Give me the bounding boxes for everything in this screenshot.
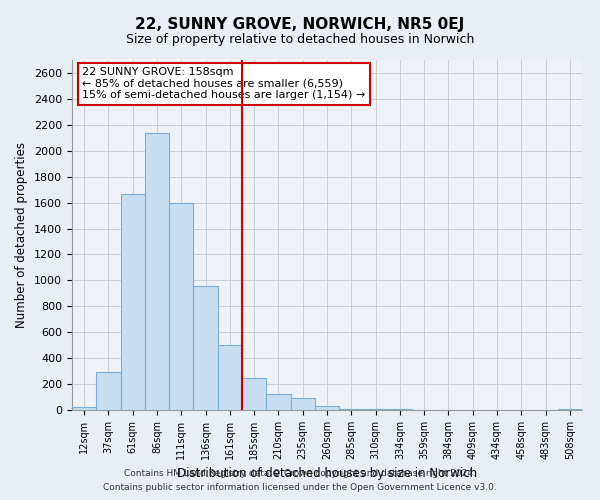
Bar	[242, 378, 266, 410]
Bar	[121, 194, 145, 410]
Text: Contains public sector information licensed under the Open Government Licence v3: Contains public sector information licen…	[103, 484, 497, 492]
Bar	[193, 286, 218, 410]
Bar	[290, 398, 315, 410]
Text: 22, SUNNY GROVE, NORWICH, NR5 0EJ: 22, SUNNY GROVE, NORWICH, NR5 0EJ	[136, 18, 464, 32]
Bar	[72, 408, 96, 410]
Bar	[169, 202, 193, 410]
Bar	[96, 372, 121, 410]
Text: 22 SUNNY GROVE: 158sqm
← 85% of detached houses are smaller (6,559)
15% of semi-: 22 SUNNY GROVE: 158sqm ← 85% of detached…	[82, 67, 365, 100]
Bar	[558, 408, 582, 410]
Text: Size of property relative to detached houses in Norwich: Size of property relative to detached ho…	[126, 32, 474, 46]
Y-axis label: Number of detached properties: Number of detached properties	[16, 142, 28, 328]
Bar	[218, 344, 242, 410]
X-axis label: Distribution of detached houses by size in Norwich: Distribution of detached houses by size …	[177, 468, 477, 480]
Bar	[315, 406, 339, 410]
Text: Contains HM Land Registry data © Crown copyright and database right 2024.: Contains HM Land Registry data © Crown c…	[124, 468, 476, 477]
Bar	[266, 394, 290, 410]
Bar	[339, 409, 364, 410]
Bar	[145, 132, 169, 410]
